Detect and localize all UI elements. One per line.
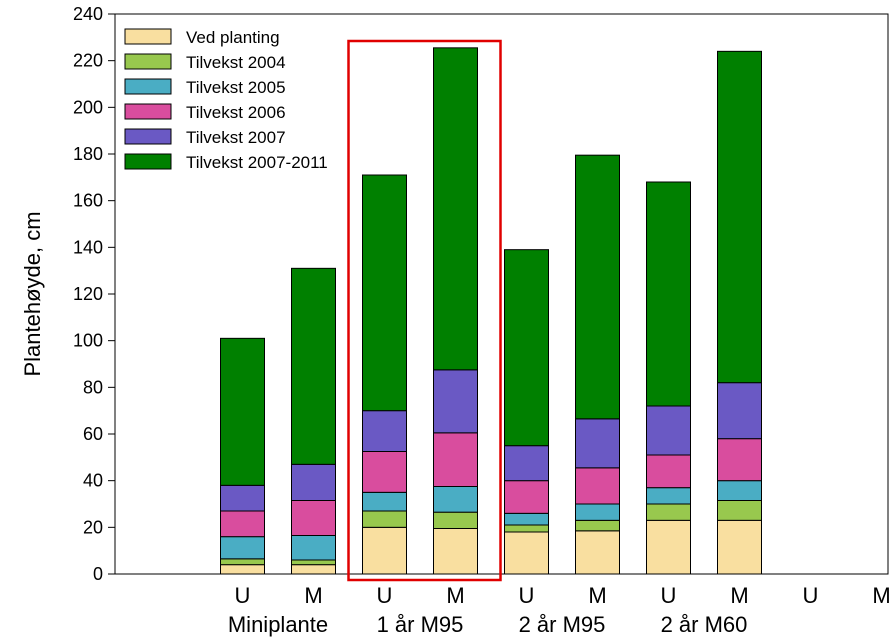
x-category-label: M [588,583,606,608]
bar-segment [646,519,691,575]
bar-segment [433,528,478,575]
highlight-rectangle [347,39,502,582]
bar-segment [717,50,762,384]
bar-segment [717,480,762,501]
legend-swatch [124,153,172,170]
bar-segment [717,519,762,575]
x-group-label: Miniplante [228,612,328,637]
y-tick-label: 60 [83,424,103,444]
highlight-box [347,39,502,582]
legend-swatch [124,78,172,95]
bar-segment [433,486,478,513]
bar-segment [717,500,762,521]
bar-segment [575,519,620,532]
x-group-label: 2 år M95 [519,612,606,637]
legend-swatch [124,103,172,120]
x-category-label: M [872,583,890,608]
x-group-label: 1 år M95 [377,612,464,637]
x-group-label: 2 år M60 [661,612,748,637]
y-axis-ticks: 0 20 40 60 80 100 120 140 160 180 200 220 240 [73,4,115,584]
x-category-label: M [730,583,748,608]
bar-segment [433,47,478,371]
bars [220,47,762,575]
bar-segment [433,369,478,434]
legend-label: Tilvekst 2007-2011 [186,153,328,172]
bar-segment [504,524,549,533]
bar-segment [362,526,407,575]
bar-segment [575,154,620,420]
bar-segment [291,559,336,566]
bar-segment [646,405,691,456]
bar-segment [575,503,620,521]
bar-segment [220,484,265,512]
x-category-label: U [235,583,251,608]
y-tick-label: 220 [73,51,103,71]
bar-segment [291,500,336,536]
y-axis-title: Plantehøyde, cm [20,211,45,376]
bar-segment [362,174,407,412]
legend-label: Tilvekst 2005 [186,78,286,97]
bar-segment [362,491,407,512]
legend-swatch [124,28,172,45]
bar-segment [504,512,549,526]
bar-segment [646,487,691,505]
x-category-label: M [304,583,322,608]
bar-segment [575,530,620,575]
y-tick-label: 140 [73,237,103,257]
bar-segment [220,564,265,575]
bar-segment [220,558,265,566]
y-tick-label: 100 [73,331,103,351]
y-tick-label: 180 [73,144,103,164]
bar-segment [433,432,478,488]
y-tick-label: 200 [73,97,103,117]
bar-segment [291,463,336,502]
bar-segment [717,382,762,440]
y-tick-label: 40 [83,471,103,491]
bar-segment [362,451,407,493]
x-category-label: U [661,583,677,608]
legend-swatch [124,128,172,145]
legend-label: Tilvekst 2004 [186,53,286,72]
y-tick-label: 20 [83,517,103,537]
bar-segment [575,467,620,505]
bar-segment [291,564,336,575]
bar-segment [575,418,620,469]
bar-segment [362,510,407,528]
bar-segment [504,249,549,447]
x-category-label: U [519,583,535,608]
bar-segment [220,510,265,538]
legend-swatch [124,53,172,70]
bar-segment [291,267,336,465]
legend: Ved planting Tilvekst 2004 Tilvekst 2005 Ti… [124,28,328,172]
bar-segment [504,445,549,482]
bar-segment [646,181,691,407]
x-category-label: U [377,583,393,608]
legend-label: Tilvekst 2007 [186,128,286,147]
bar-segment [220,536,265,560]
y-tick-label: 120 [73,284,103,304]
x-category-label: U [803,583,819,608]
bar-segment [504,480,549,514]
legend-label: Ved planting [186,28,280,47]
bar-segment [646,503,691,521]
bar-segment [220,337,265,486]
bar-segment [291,535,336,561]
x-category-label: M [446,583,464,608]
y-tick-label: 0 [93,564,103,584]
bar-segment [504,531,549,575]
bar-segment [362,410,407,452]
x-axis-labels: U M U M U M U M U M Miniplante 1 år M95 2 år M95 2 år… [228,583,890,637]
legend-label: Tilvekst 2006 [186,103,286,122]
y-tick-label: 240 [73,4,103,24]
bar-segment [433,511,478,530]
y-tick-label: 80 [83,377,103,397]
y-tick-label: 160 [73,191,103,211]
bar-segment [717,438,762,482]
bar-segment [646,454,691,489]
